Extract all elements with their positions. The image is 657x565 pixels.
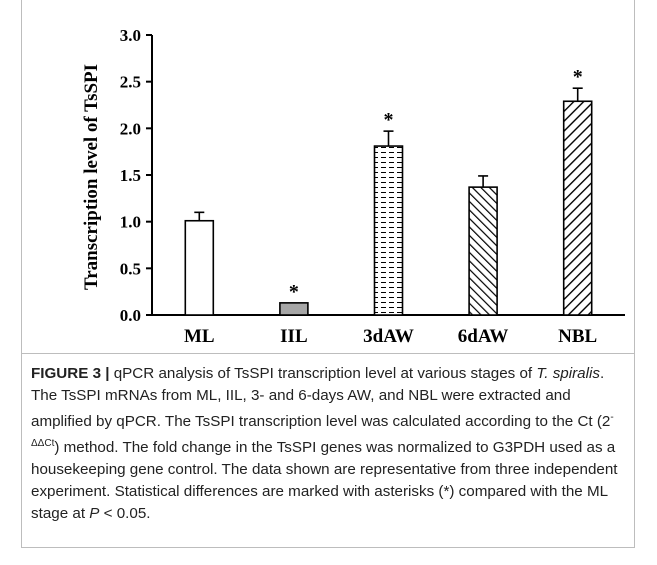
- y-tick-label: 0.5: [120, 259, 141, 278]
- significance-asterisk-IIL: *: [289, 281, 299, 303]
- y-tick-label: 0.0: [120, 306, 141, 325]
- caption-text-1: qPCR analysis of TsSPI transcription lev…: [109, 365, 537, 382]
- bar-IIL: [279, 302, 309, 316]
- caption-superscript: -ΔΔCt: [31, 412, 614, 450]
- bar-6dAW: [468, 186, 498, 316]
- bar-3dAW: [373, 145, 404, 316]
- caption-species: T. spiralis: [536, 365, 600, 382]
- caption-p-variable: P: [89, 505, 100, 523]
- x-tick-label-NBL: NBL: [558, 326, 597, 347]
- significance-asterisk-3dAW: *: [384, 109, 394, 131]
- x-tick-label-IIL: IIL: [280, 326, 307, 347]
- axes: 0.0 0.5 1.0 1.5 2.0 2.5 3.0 ML IIL 3dAW 6dAW NBL: [120, 26, 625, 347]
- y-axis-label: Transcription level of TsSPI: [81, 64, 102, 290]
- bar-ML: [184, 219, 215, 316]
- bar-NBL: [562, 100, 593, 316]
- figure-frame: [21, 0, 635, 548]
- bar-chart: Transcription level of TsSPI 0.0 0.5 1.0 1.…: [81, 26, 625, 347]
- y-tick-label: 1.0: [120, 213, 141, 232]
- y-tick-label: 1.5: [120, 166, 141, 185]
- significance-asterisk-NBL: *: [573, 66, 583, 88]
- figure-caption: FIGURE 3 | qPCR analysis of TsSPI transc…: [31, 363, 631, 525]
- caption-text-2: . The TsSPI mRNAs from ML, IIL, 3- and 6…: [31, 365, 611, 431]
- y-tick-label: 2.5: [120, 73, 141, 92]
- caption-divider: [22, 353, 635, 354]
- x-tick-label-ML: ML: [184, 326, 215, 347]
- y-tick-label: 3.0: [120, 26, 141, 45]
- caption-lead: FIGURE 3 |: [31, 365, 110, 382]
- caption-text-4: < 0.05.: [99, 505, 151, 523]
- x-tick-label-3dAW: 3dAW: [363, 326, 414, 347]
- y-tick-label: 2.0: [120, 119, 141, 138]
- caption-text-3: ) method. The fold change in the TsSPI g…: [31, 439, 618, 523]
- bars: * * *: [184, 66, 593, 316]
- x-tick-label-6dAW: 6dAW: [458, 326, 509, 347]
